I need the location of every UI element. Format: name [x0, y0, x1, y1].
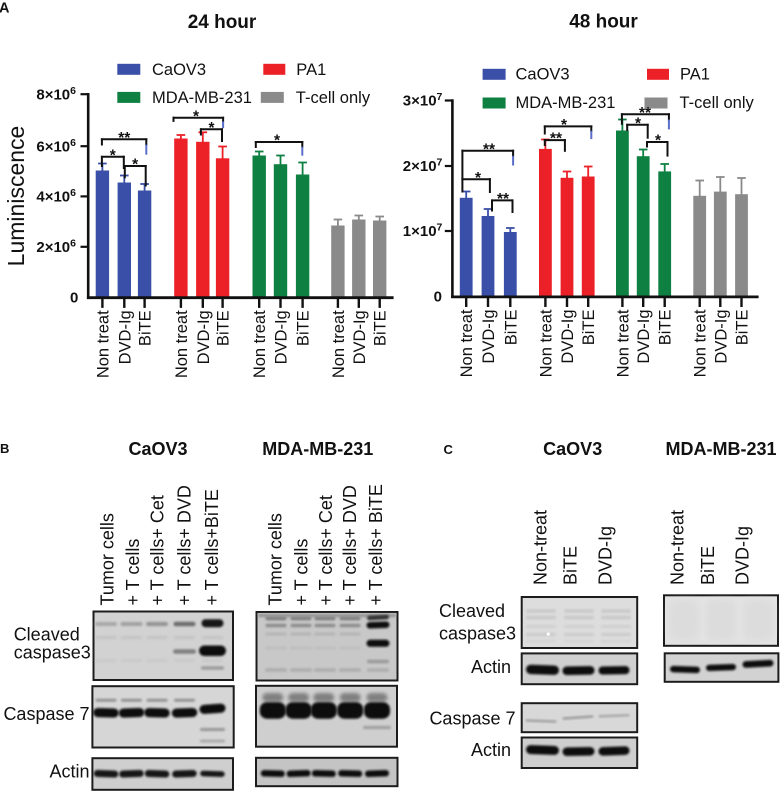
svg-text:**: **	[497, 191, 510, 208]
svg-text:*: *	[561, 117, 568, 134]
svg-text:*: *	[274, 133, 281, 150]
svg-text:+ T cells: + T cells	[292, 539, 312, 606]
svg-text:T-cell only: T-cell only	[680, 94, 755, 112]
svg-text:DVD-Ig: DVD-Ig	[559, 310, 577, 364]
svg-text:CaOV3: CaOV3	[516, 66, 570, 84]
svg-text:48 hour: 48 hour	[569, 12, 638, 33]
svg-text:B: B	[0, 441, 9, 456]
svg-text:Actin: Actin	[471, 740, 511, 760]
svg-text:DVD-Ig: DVD-Ig	[273, 310, 291, 364]
svg-text:A: A	[0, 1, 10, 17]
svg-text:caspase3: caspase3	[439, 623, 516, 643]
svg-text:**: **	[483, 141, 496, 158]
svg-text:DVD-Ig: DVD-Ig	[712, 310, 730, 364]
svg-text:Actin: Actin	[49, 762, 89, 782]
svg-text:DVD-Ig: DVD-Ig	[635, 310, 653, 364]
svg-text:*: *	[475, 170, 482, 187]
svg-text:+ T cells: + T cells	[123, 539, 143, 606]
svg-text:T-cell only: T-cell only	[296, 89, 371, 107]
svg-text:*: *	[655, 133, 662, 150]
svg-text:BiTE: BiTE	[734, 310, 752, 346]
svg-text:1×107: 1×107	[403, 222, 443, 241]
svg-text:DVD-Ig: DVD-Ig	[195, 310, 213, 364]
svg-text:CaOV3: CaOV3	[128, 439, 187, 459]
svg-text:PA1: PA1	[680, 66, 710, 84]
svg-text:BiTE: BiTE	[502, 310, 520, 346]
svg-text:Luminiscence: Luminiscence	[3, 126, 29, 267]
svg-text:Non treat: Non treat	[251, 310, 269, 378]
svg-text:*: *	[193, 108, 200, 125]
svg-text:*: *	[208, 120, 215, 137]
svg-text:Tumor cells: Tumor cells	[98, 513, 118, 605]
svg-text:*: *	[110, 147, 117, 164]
svg-text:MDA-MB-231: MDA-MB-231	[152, 89, 252, 107]
svg-text:Non-treat: Non-treat	[668, 510, 688, 585]
svg-text:**: **	[550, 131, 563, 148]
svg-text:3×107: 3×107	[403, 91, 443, 110]
svg-text:**: **	[118, 130, 131, 147]
svg-text:Caspase 7: Caspase 7	[429, 709, 515, 729]
svg-text:BiTE: BiTE	[295, 310, 313, 346]
svg-text:MDA-MB-231: MDA-MB-231	[665, 439, 776, 459]
svg-text:CaOV3: CaOV3	[543, 439, 602, 459]
svg-text:6×106: 6×106	[36, 137, 76, 156]
svg-text:Tumor cells: Tumor cells	[266, 513, 286, 605]
svg-text:Cleaved: Cleaved	[439, 601, 505, 621]
svg-text:Cleaved: Cleaved	[14, 624, 80, 644]
svg-text:Non treat: Non treat	[330, 310, 348, 378]
svg-text:Non treat: Non treat	[537, 309, 555, 377]
svg-text:BiTE: BiTE	[698, 546, 718, 585]
svg-text:DVD-Ig: DVD-Ig	[733, 526, 753, 585]
svg-text:+ T cells+ BiTE: + T cells+ BiTE	[366, 484, 386, 605]
svg-text:DVD-Ig: DVD-Ig	[351, 310, 369, 364]
svg-text:MDA-MB-231: MDA-MB-231	[262, 439, 373, 459]
svg-text:MDA-MB-231: MDA-MB-231	[516, 94, 616, 112]
svg-text:+ T cells+ DVD: + T cells+ DVD	[175, 485, 195, 605]
svg-text:24 hour: 24 hour	[188, 12, 257, 33]
svg-text:0: 0	[70, 290, 78, 307]
svg-text:*: *	[132, 157, 139, 174]
svg-text:caspase3: caspase3	[14, 643, 91, 663]
svg-text:DVD-Ig: DVD-Ig	[596, 526, 616, 585]
svg-text:Actin: Actin	[471, 657, 511, 677]
svg-text:BiTE: BiTE	[372, 310, 390, 346]
svg-text:BiTE: BiTE	[580, 310, 598, 346]
svg-text:+ T cells+BiTE: + T cells+BiTE	[202, 489, 222, 605]
svg-text:BiTE: BiTE	[215, 310, 233, 346]
svg-text:Non-treat: Non-treat	[531, 510, 551, 585]
svg-text:PA1: PA1	[296, 61, 326, 79]
svg-text:+ T cells+ DVD: + T cells+ DVD	[340, 485, 360, 605]
svg-text:4×106: 4×106	[36, 187, 76, 206]
svg-text:8×106: 8×106	[36, 85, 76, 104]
svg-text:CaOV3: CaOV3	[152, 61, 206, 79]
svg-text:Caspase 7: Caspase 7	[3, 704, 89, 724]
svg-text:Non treat: Non treat	[692, 309, 710, 377]
svg-text:Non treat: Non treat	[458, 309, 476, 377]
svg-text:2×107: 2×107	[403, 157, 443, 176]
svg-text:*: *	[635, 115, 642, 132]
svg-text:0: 0	[434, 289, 442, 306]
svg-text:+ T cells+ Cet: + T cells+ Cet	[148, 495, 168, 605]
svg-text:Non treat: Non treat	[173, 310, 191, 378]
svg-text:BiTE: BiTE	[137, 310, 155, 346]
svg-text:DVD-Ig: DVD-Ig	[116, 310, 134, 364]
svg-text:2×106: 2×106	[36, 238, 76, 257]
svg-text:**: **	[639, 105, 652, 122]
svg-text:+ T cells+ Cet: + T cells+ Cet	[316, 495, 336, 605]
svg-text:C: C	[444, 442, 454, 457]
svg-text:DVD-Ig: DVD-Ig	[480, 310, 498, 364]
svg-text:Non treat: Non treat	[614, 309, 632, 377]
svg-text:BiTE: BiTE	[561, 546, 581, 585]
svg-text:Non treat: Non treat	[94, 310, 112, 378]
svg-text:BiTE: BiTE	[657, 310, 675, 346]
